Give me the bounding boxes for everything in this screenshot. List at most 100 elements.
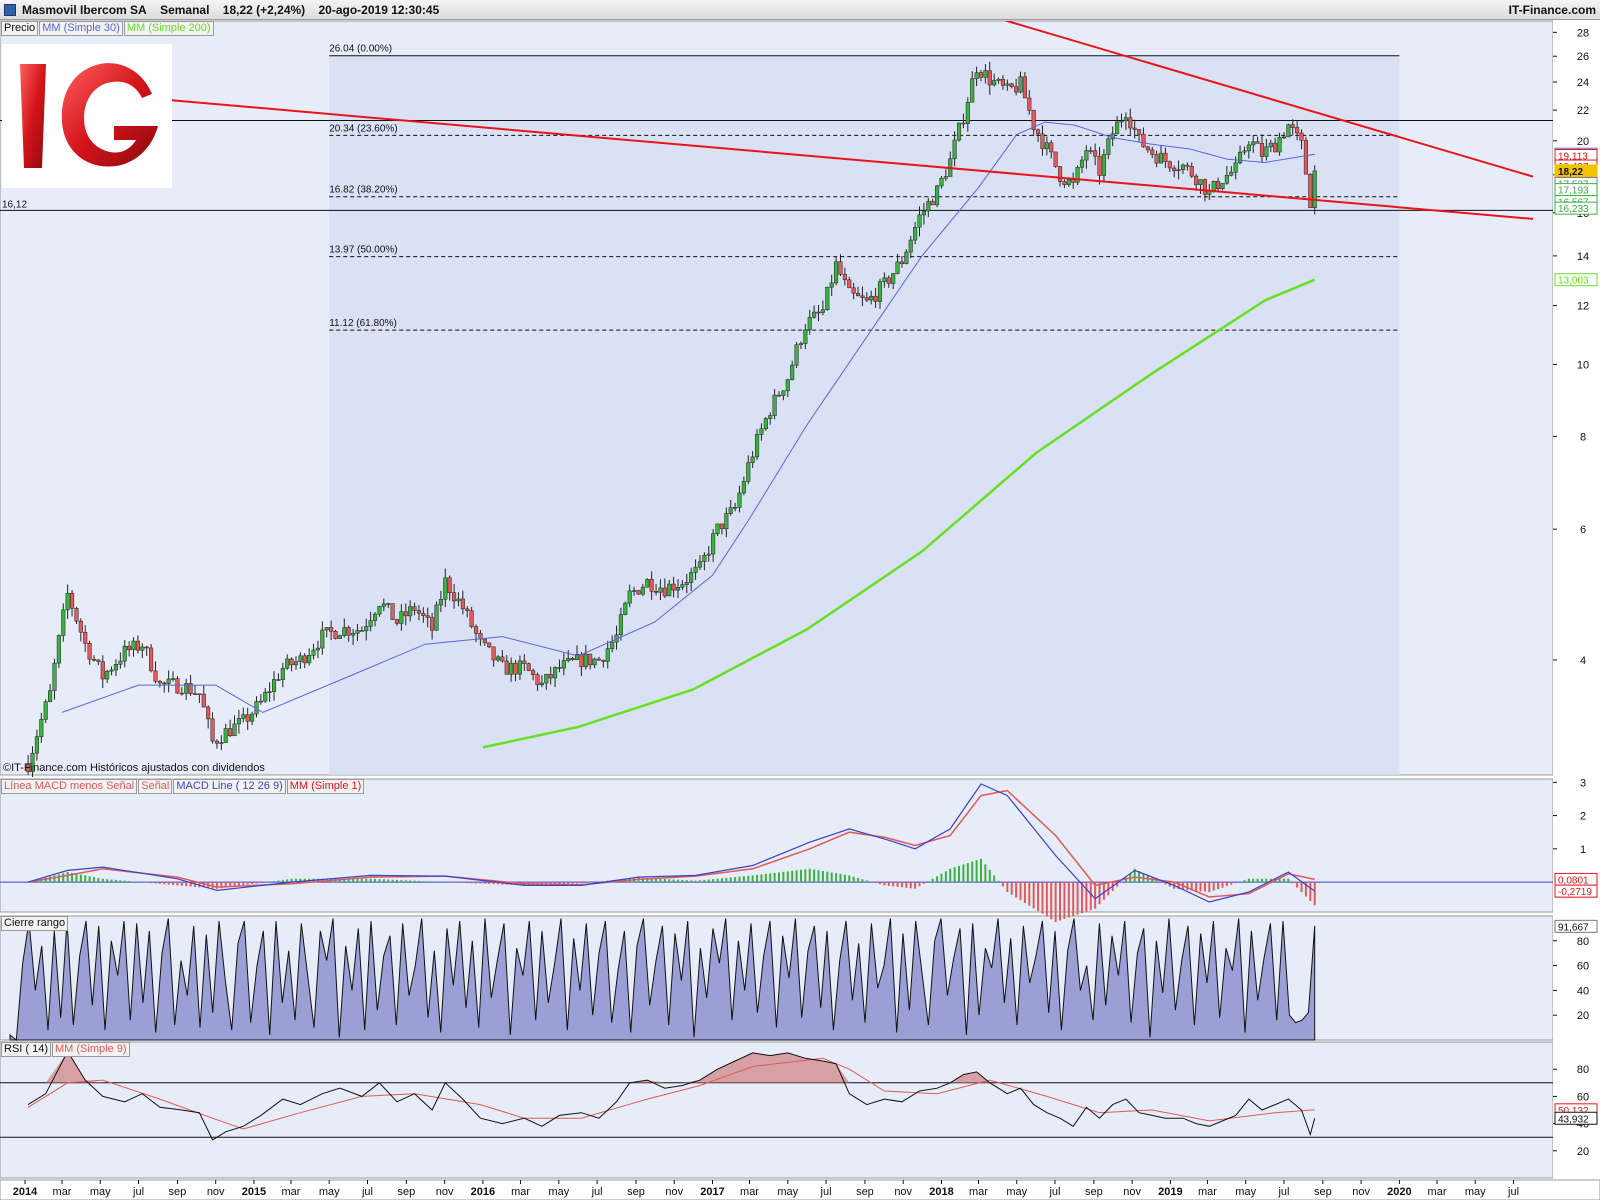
candle-up — [943, 169, 948, 182]
candle-up — [754, 429, 760, 460]
candle-body — [737, 492, 742, 508]
candle-body — [91, 658, 97, 661]
candle-body — [315, 647, 320, 651]
candle-down — [430, 612, 435, 640]
candle-body — [803, 329, 808, 344]
candle-down — [460, 590, 465, 615]
candle-down — [987, 61, 992, 95]
candle-body — [750, 456, 755, 463]
candle-up — [689, 567, 694, 591]
candle-body — [877, 281, 883, 302]
candle-down — [157, 679, 162, 688]
chart-app-icon — [4, 3, 16, 16]
candle-up — [627, 584, 632, 608]
candle-down — [329, 620, 334, 641]
candle-body — [333, 631, 338, 639]
x-tick-label: jul — [132, 1186, 144, 1198]
candle-down — [100, 655, 105, 689]
brand-label: IT-Finance.com — [1508, 3, 1596, 17]
candle-up — [952, 131, 957, 167]
candle-down — [96, 659, 101, 666]
candle-body — [1216, 180, 1221, 189]
candle-body — [1128, 117, 1133, 129]
x-tick-label: 2019 — [1158, 1186, 1182, 1198]
candle-body — [1018, 76, 1023, 93]
legend-rsi-ma[interactable]: MM (Simple 9) — [52, 1042, 130, 1057]
candle-body — [179, 692, 184, 695]
legend-ma30[interactable]: MM (Simple 30) — [39, 21, 123, 36]
candle-body — [473, 626, 479, 634]
candle-up — [1110, 126, 1115, 147]
candle-body — [816, 311, 821, 314]
candle-body — [469, 610, 474, 627]
candle-body — [869, 295, 874, 301]
candle-down — [394, 618, 400, 626]
legend-ma200[interactable]: MM (Simple 200) — [123, 21, 214, 36]
candle-body — [1009, 83, 1014, 87]
horizontal-level-label: 16,12 — [2, 199, 27, 210]
price-y-tick-label: 24 — [1577, 77, 1589, 89]
signal-line — [27, 789, 1315, 898]
candle-body — [452, 592, 457, 602]
candle-down — [1194, 174, 1199, 191]
candle-body — [768, 415, 773, 419]
candle-body — [241, 714, 246, 719]
candle-body — [285, 658, 290, 669]
candle-up — [434, 601, 439, 631]
legend-macd-line[interactable]: MACD Line ( 12 26 9) — [173, 779, 286, 794]
candle-up — [561, 653, 566, 676]
candle-body — [1101, 154, 1106, 176]
macd-legend: Línea MACD menos Señal Señal MACD Line (… — [1, 779, 365, 794]
candle-down — [570, 656, 575, 661]
legend-signal[interactable]: Señal — [138, 779, 173, 794]
candle-body — [434, 604, 439, 631]
candle-body — [588, 653, 593, 666]
candle-down — [1022, 71, 1027, 99]
legend-macd-hist[interactable]: Línea MACD menos Señal — [1, 779, 138, 794]
candle-up — [983, 64, 988, 84]
candle-body — [390, 603, 395, 620]
x-tick-label: jul — [1277, 1186, 1289, 1198]
candle-up — [355, 624, 360, 641]
candle-up — [1176, 160, 1181, 180]
candle-up — [904, 249, 909, 265]
candle-up — [939, 176, 944, 189]
macd-y-tick-label: 2 — [1580, 811, 1586, 823]
candle-down — [531, 668, 536, 681]
candle-down — [899, 256, 904, 268]
candle-up — [1286, 123, 1291, 138]
candle-up — [741, 476, 746, 496]
candle-up — [1106, 137, 1111, 160]
candle-body — [170, 678, 176, 680]
candle-body — [886, 277, 891, 284]
candle-down — [671, 576, 676, 598]
title-bar: Masmovil Ibercom SA Semanal 18,22 (+2,24… — [0, 0, 1600, 20]
candle-body — [605, 648, 610, 662]
candle-up — [974, 66, 979, 87]
candle-body — [1233, 162, 1238, 173]
candle-body — [1255, 141, 1260, 144]
candle-body — [987, 70, 992, 86]
candle-down — [162, 681, 167, 693]
ma200-line — [482, 278, 1316, 749]
legend-cierre-rango[interactable]: Cierre rango — [1, 916, 69, 931]
legend-precio[interactable]: Precio — [1, 21, 39, 36]
candle-up — [1075, 165, 1080, 185]
candle-down — [816, 305, 821, 322]
candle-body — [324, 627, 329, 631]
candle-body — [359, 630, 364, 632]
legend-ma1[interactable]: MM (Simple 1) — [286, 779, 365, 794]
candle-body — [1268, 142, 1273, 148]
candle-body — [184, 683, 189, 694]
candle-body — [662, 587, 667, 597]
candle-down — [500, 650, 505, 663]
candle-up — [285, 654, 290, 670]
candle-down — [654, 583, 659, 596]
legend-rsi[interactable]: RSI ( 14) — [1, 1042, 52, 1057]
candle-down — [1093, 143, 1098, 166]
candle-down — [210, 712, 215, 744]
x-tick-label: sep — [1085, 1186, 1103, 1198]
price-right-label: 13,003 — [1558, 276, 1589, 287]
candle-up — [381, 598, 386, 612]
